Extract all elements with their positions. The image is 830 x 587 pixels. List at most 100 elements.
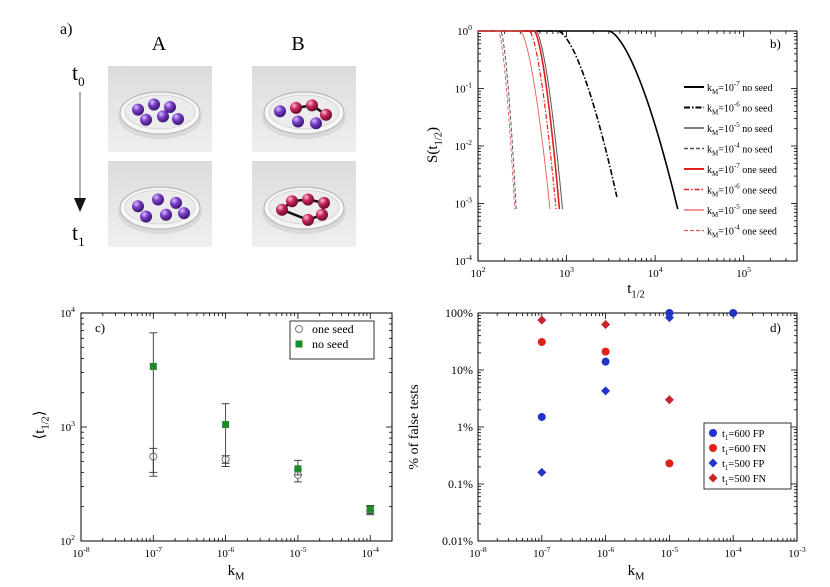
y-tick-label: 103	[60, 419, 75, 434]
dish-inner	[268, 94, 340, 130]
legend-box	[289, 320, 375, 360]
legend-entry: kM=10-5 no seed	[707, 121, 773, 137]
legend-marker	[295, 325, 303, 333]
x-tick-label: 10-5	[661, 545, 679, 560]
y-tick-label: 0.01%	[442, 534, 473, 548]
monomer-sphere	[140, 210, 152, 223]
y-tick-label: 104	[60, 305, 75, 320]
data-point	[664, 313, 674, 323]
y-tick-label: 10-1	[455, 81, 473, 96]
bonded-sphere	[306, 99, 318, 112]
monomer-sphere	[274, 105, 286, 118]
survival-curve	[478, 30, 564, 210]
y-tick-label: 10%	[451, 363, 473, 377]
x-tick-label: 10-4	[724, 545, 742, 560]
x-tick-label: 103	[559, 265, 574, 280]
x-tick-label: 10-5	[289, 545, 307, 560]
y-axis-label: S(t1/2)	[425, 127, 445, 163]
legend-entry: kM=10-4 one seed	[707, 224, 777, 240]
plot-frame	[477, 312, 798, 542]
data-point	[537, 337, 546, 346]
legend-marker	[708, 473, 718, 483]
monomer-sphere	[310, 117, 322, 130]
legend-box	[703, 422, 792, 490]
x-tick-label: 10-7	[533, 545, 551, 560]
data-point	[665, 459, 674, 468]
panel-label: c)	[95, 320, 105, 335]
legend-entry: one seed	[312, 322, 354, 336]
x-tick-label: 105	[736, 265, 751, 280]
data-point-no-seed	[366, 505, 374, 513]
data-point	[537, 412, 546, 421]
x-axis-label: kM	[628, 563, 646, 583]
column-label-a: A	[152, 33, 167, 55]
survival-curve	[478, 30, 516, 210]
data-point	[537, 467, 547, 477]
y-tick-label: 0.1%	[448, 477, 473, 491]
survival-curve	[478, 30, 618, 198]
survival-curve	[478, 30, 557, 210]
x-tick-label: 10-7	[145, 545, 163, 560]
y-tick-label: 1%	[457, 420, 473, 434]
legend-marker	[709, 444, 717, 452]
data-point-no-seed	[222, 421, 230, 429]
y-tick-label: 10-3	[455, 196, 473, 211]
survival-curve	[478, 30, 679, 210]
x-axis-label: t1/2	[627, 281, 645, 301]
bonded-sphere	[286, 195, 298, 208]
x-tick-label: 10-6	[597, 545, 615, 560]
time-label-t0: t0	[72, 60, 85, 89]
data-point	[729, 309, 738, 317]
monomer-sphere	[132, 200, 144, 213]
data-point	[664, 395, 674, 405]
legend-entry: kM=10-5 one seed	[707, 203, 777, 219]
bonded-sphere	[302, 193, 314, 206]
legend-marker	[708, 458, 718, 468]
bonded-sphere	[316, 208, 328, 221]
legend-entry: kM=10-6 no seed	[707, 101, 773, 117]
survival-curve	[478, 30, 551, 210]
legend-entry: no seed	[312, 337, 348, 351]
y-axis-label: % of false tests	[407, 384, 422, 469]
data-point-no-seed	[294, 465, 302, 473]
petri-dish-panel	[252, 161, 356, 247]
y-tick-label: 102	[60, 533, 75, 548]
data-point	[601, 386, 611, 396]
panel-label: d)	[770, 320, 781, 335]
data-point	[601, 319, 611, 329]
data-point	[601, 357, 610, 366]
legend-entry: kM=10-6 one seed	[707, 183, 777, 199]
survival-curve	[478, 30, 561, 210]
x-tick-label: 10-6	[217, 545, 235, 560]
time-label-t1: t1	[72, 220, 85, 249]
x-tick-label: 10-8	[72, 545, 90, 560]
panel-label: b)	[770, 36, 781, 51]
monomer-sphere	[140, 113, 152, 126]
legend-marker	[295, 340, 303, 348]
data-point	[665, 309, 674, 317]
monomer-sphere	[178, 207, 190, 220]
panel-a-label: a)	[60, 21, 72, 38]
monomer-sphere	[160, 208, 172, 221]
x-tick-label: 10-3	[788, 545, 806, 560]
legend-entry: t1=600 FN	[722, 444, 767, 457]
monomer-sphere	[148, 98, 160, 111]
x-tick-label: 10-4	[362, 545, 380, 560]
monomer-sphere	[152, 193, 164, 206]
monomer-sphere	[132, 103, 144, 116]
x-tick-label: 104	[648, 265, 663, 280]
monomer-sphere	[170, 196, 182, 209]
column-label-b: B	[291, 33, 304, 55]
petri-dish-panel	[108, 161, 212, 247]
time-arrow-head	[74, 198, 86, 212]
bonded-sphere	[302, 213, 314, 226]
data-point-no-seed	[149, 362, 157, 370]
bonded-sphere	[290, 101, 302, 114]
bonded-sphere	[320, 108, 332, 121]
monomer-sphere	[164, 101, 176, 114]
legend-entry: kM=10-7 one seed	[707, 162, 777, 178]
